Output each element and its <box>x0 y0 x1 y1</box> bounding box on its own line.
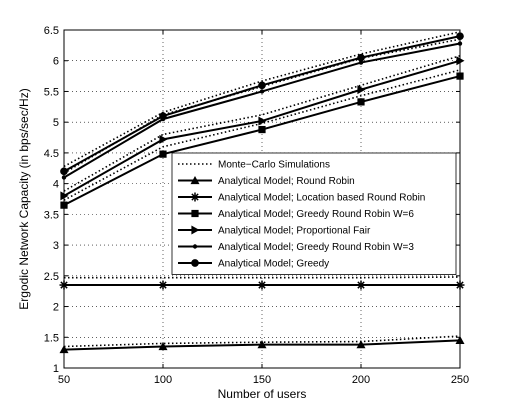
legend-entry: Analytical Model; Location based Round R… <box>178 192 425 204</box>
x-tick-label: 250 <box>451 374 469 386</box>
series-line <box>63 35 461 173</box>
legend-box <box>171 152 457 275</box>
legend-entry: Analytical Model; Greedy <box>178 259 329 270</box>
data-point <box>356 280 366 290</box>
series <box>60 56 465 201</box>
series <box>59 280 465 290</box>
y-tick-label: 3 <box>53 240 59 252</box>
legend-marker <box>190 192 200 202</box>
y-tick-label: 5 <box>53 117 59 129</box>
data-point <box>357 53 365 62</box>
data-point <box>358 60 364 65</box>
y-tick-label: 3.5 <box>44 209 59 221</box>
y-tick-label: 1.5 <box>44 332 59 344</box>
simulation-line <box>63 55 461 192</box>
simulation-line <box>64 276 461 279</box>
data-point <box>357 85 366 95</box>
y-tick-label: 2 <box>53 302 59 314</box>
legend-marker <box>191 259 199 267</box>
y-tick-label: 2.5 <box>44 271 59 283</box>
legend-entry: Analytical Model; Greedy Round Robin W=6 <box>178 209 414 220</box>
data-point <box>258 116 267 126</box>
x-tick-label: 150 <box>253 374 271 386</box>
x-axis-label: Number of users <box>218 387 307 401</box>
legend-label: Monte−Carlo Simulations <box>218 160 330 171</box>
series-lines <box>59 32 465 354</box>
data-point <box>258 81 266 90</box>
y-axis-label: Ergodic Network Capacity (in bps/sec/Hz) <box>17 88 31 309</box>
x-tick-label: 50 <box>58 374 70 386</box>
data-point <box>257 280 267 290</box>
legend-label: Analytical Model; Greedy <box>218 259 329 270</box>
x-tick-label: 200 <box>352 374 370 386</box>
y-tick-label: 1 <box>53 363 59 375</box>
legend-marker <box>190 176 200 185</box>
legend-label: Analytical Model; Greedy Round Robin W=3 <box>218 242 414 253</box>
legend-label: Analytical Model; Proportional Fair <box>218 226 371 237</box>
series <box>60 32 464 176</box>
legend: Monte−Carlo Simulations Analytical Model;… <box>171 152 457 275</box>
legend-label: Analytical Model; Round Robin <box>218 176 355 187</box>
legend-label: Analytical Model; Location based Round R… <box>218 193 425 204</box>
legend-marker <box>191 225 200 235</box>
data-point <box>258 125 266 134</box>
data-point <box>159 134 168 144</box>
y-tick-label: 6.5 <box>44 25 59 37</box>
y-tick-label: 6 <box>53 56 59 68</box>
data-point <box>257 340 267 349</box>
simulation-line <box>63 31 461 168</box>
x-tick-label: 100 <box>154 374 172 386</box>
legend-entry: Analytical Model; Round Robin <box>178 176 355 187</box>
y-tick-label: 5.5 <box>44 86 59 98</box>
legend-entry: Monte−Carlo Simulations <box>178 160 330 171</box>
data-point <box>259 89 265 94</box>
ticks: 50 100 150 200 250 1 1.5 2 2.5 3 3.5 4 4.5 5 5.5 6 6.5 <box>44 25 469 386</box>
data-point <box>357 98 365 106</box>
legend-entry: Analytical Model; Greedy Round Robin W=3 <box>178 242 414 253</box>
legend-entry: Analytical Model; Proportional Fair <box>178 225 371 237</box>
data-point <box>356 340 366 349</box>
y-tick-label: 4 <box>53 179 59 191</box>
legend-label: Analytical Model; Greedy Round Robin W=6 <box>218 209 414 220</box>
legend-marker <box>192 244 198 249</box>
series <box>61 41 463 180</box>
data-point <box>158 280 168 290</box>
y-tick-label: 4.5 <box>44 148 59 160</box>
legend-marker <box>191 209 199 218</box>
data-point <box>159 112 167 120</box>
data-point <box>159 150 167 158</box>
data-point <box>158 341 168 351</box>
